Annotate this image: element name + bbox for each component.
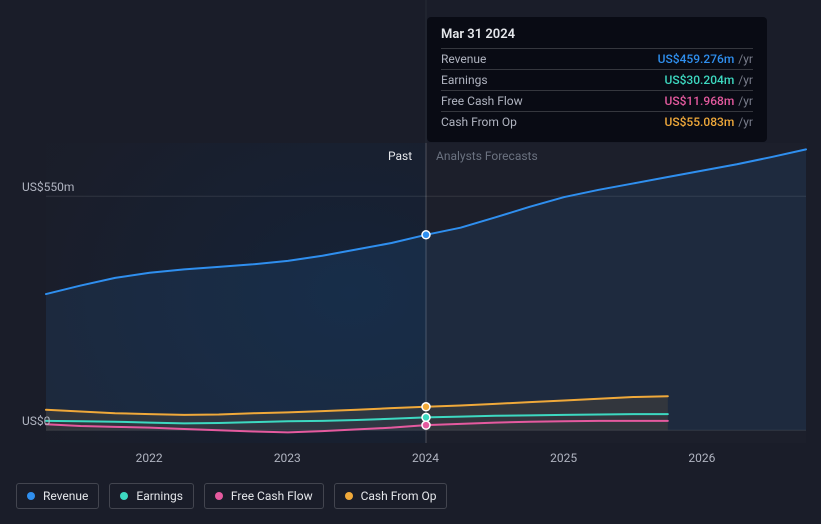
x-axis-label: 2026 [688, 451, 715, 465]
tooltip-date: Mar 31 2024 [441, 27, 753, 48]
tooltip-row-unit: /yr [738, 73, 753, 87]
tooltip-row-value: US$459.276m [658, 52, 735, 66]
x-axis-label: 2025 [550, 451, 577, 465]
past-section-label: Past [388, 149, 412, 163]
legend-dot-icon [120, 492, 128, 500]
legend-item-label: Revenue [43, 489, 88, 503]
tooltip-row-unit: /yr [738, 94, 753, 108]
tooltip-row-value: US$55.083m [664, 115, 734, 129]
x-axis-label: 2022 [136, 451, 163, 465]
tooltip-row-value: US$30.204m [664, 73, 734, 87]
chart-tooltip: Mar 31 2024 RevenueUS$459.276m/yrEarning… [427, 17, 767, 142]
legend: Revenue Earnings Free Cash Flow Cash From O… [16, 483, 447, 509]
y-axis-label: US$0 [22, 414, 50, 428]
tooltip-row-label: Free Cash Flow [441, 94, 523, 108]
y-axis-label: US$550m [22, 180, 74, 194]
legend-item-label: Free Cash Flow [231, 489, 313, 503]
legend-dot-icon [345, 492, 353, 500]
tooltip-row: Cash From Op US$55.083m/yr [441, 111, 753, 132]
tooltip-row: Free Cash Flow US$11.968m/yr [441, 90, 753, 111]
x-axis-label: 2024 [412, 451, 439, 465]
legend-dot-icon [27, 492, 35, 500]
legend-item-revenue[interactable]: Revenue [16, 483, 99, 509]
tooltip-row-unit: /yr [738, 52, 753, 66]
tooltip-row: Revenue US$459.276m/yr [441, 48, 753, 69]
financial-chart: US$550m US$0 2022 2023 2024 2025 2026 Past An… [0, 0, 821, 524]
legend-item-free-cash-flow[interactable]: Free Cash Flow [204, 483, 324, 509]
tooltip-row-label: Revenue [441, 52, 486, 66]
tooltip-row-label: Earnings [441, 73, 488, 87]
tooltip-row: Earnings US$30.204m/yr [441, 69, 753, 90]
tooltip-row-label: Cash From Op [441, 115, 517, 129]
legend-item-earnings[interactable]: Earnings [109, 483, 194, 509]
forecast-section-label: Analysts Forecasts [436, 149, 538, 163]
x-axis-label: 2023 [274, 451, 301, 465]
tooltip-row-unit: /yr [738, 115, 753, 129]
tooltip-row-value: US$11.968m [664, 94, 734, 108]
legend-dot-icon [215, 492, 223, 500]
legend-item-cash-from-op[interactable]: Cash From Op [334, 483, 448, 509]
legend-item-label: Earnings [136, 489, 183, 503]
legend-item-label: Cash From Op [361, 489, 437, 503]
